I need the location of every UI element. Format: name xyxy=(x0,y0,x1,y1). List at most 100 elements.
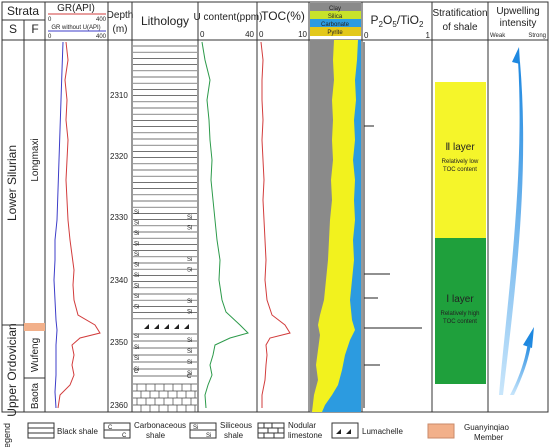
lithology-symbol: Si xyxy=(134,367,139,373)
upper-ordovician-label: Upper Ordovician xyxy=(5,323,19,416)
upwelling-arrow-head-small xyxy=(523,327,534,348)
lithology-symbol: Si xyxy=(187,299,192,305)
lithology-symbol: Si xyxy=(187,226,192,232)
lithology-symbol: Si xyxy=(187,349,192,355)
wufeng-label: Wufeng xyxy=(30,338,41,372)
clay-label: Clay xyxy=(329,6,341,12)
gr-header: GR(API) xyxy=(57,3,95,14)
pyrite-label: Pyrite xyxy=(327,30,343,36)
siliceous-label-1: Siliceous xyxy=(220,421,252,430)
black-shale-swatch xyxy=(27,422,55,439)
siliceous-label-2: shale xyxy=(224,431,244,440)
lithology-symbol: Si xyxy=(187,360,192,366)
lithology-symbol: Si xyxy=(134,284,139,290)
layer-2-block xyxy=(435,82,486,238)
legend-title: Legend xyxy=(2,423,12,447)
layer-1-desc-2: TOC content xyxy=(443,319,477,325)
guanyinqiao-label-1: Guanyinqiao xyxy=(464,423,509,432)
lithology-symbol: Si xyxy=(187,268,192,274)
p-max: 1 xyxy=(426,31,431,40)
lithology-symbol: Si xyxy=(134,305,139,311)
depth-tick: 2350 xyxy=(110,338,128,347)
toc-max: 10 xyxy=(298,30,307,39)
lithology-symbol: Si xyxy=(134,334,139,340)
toc-header: TOC(%) xyxy=(261,9,305,23)
lithology-symbol: C xyxy=(134,369,139,375)
silica-label: Silica xyxy=(328,14,343,20)
depth-tick: 2340 xyxy=(110,276,128,285)
depth-unit: (m) xyxy=(113,24,128,35)
upwelling-header-2: intensity xyxy=(500,18,537,29)
figure-frame xyxy=(1,1,549,413)
gr-wo-max: 400 xyxy=(96,34,107,40)
layer-1-block xyxy=(435,238,486,384)
layer-2-desc-1: Relatively low xyxy=(442,159,479,165)
clay-area xyxy=(310,40,334,412)
upwelling-arrow-head-large xyxy=(512,47,520,64)
upwelling-arrows xyxy=(499,47,534,395)
stratification-header-1: Stratification xyxy=(432,8,487,19)
carbonaceous-shale-swatch: C C xyxy=(103,422,131,439)
guanyinqiao-swatch xyxy=(427,423,455,439)
lithology-legend: Legend Black shale C C Carbonaceous shal… xyxy=(2,421,509,447)
toc-min: 0 xyxy=(259,30,264,39)
u-header: U content(ppm) xyxy=(194,12,263,23)
layer-1-desc-1: Relatively high xyxy=(440,311,479,317)
depth-tick: 2320 xyxy=(110,152,128,161)
layer-2-desc-2: TOC content xyxy=(443,167,477,173)
guanyinqiao-band xyxy=(24,323,45,331)
lumachelle-label: Lumachelle xyxy=(362,427,403,436)
toc-curve xyxy=(260,41,291,408)
lithology-header: Lithology xyxy=(141,14,189,28)
mineral-composition-track xyxy=(310,40,361,412)
lower-silurian-label: Lower Silurian xyxy=(5,145,19,221)
u-content-curve xyxy=(201,41,249,409)
lithology-symbol: Si xyxy=(134,356,139,362)
layer-1-title: Ⅰ layer xyxy=(446,294,474,305)
baota-label: Baota xyxy=(30,382,41,409)
p2o5-tio2-curve xyxy=(363,42,422,408)
lithology-symbol: Si xyxy=(187,338,192,344)
nodular-label-2: limestone xyxy=(288,431,323,440)
gr-max: 400 xyxy=(96,17,107,23)
lithology-symbol: Si xyxy=(134,210,139,216)
p2o5-tio2-header: P2O5/TiO2 xyxy=(371,13,424,29)
upwelling-header-1: Upwelling xyxy=(496,6,539,17)
svg-text:C: C xyxy=(108,425,113,431)
black-shale-label: Black shale xyxy=(57,427,98,436)
strata-header: Strata xyxy=(7,4,39,18)
carbonate-label: Carbonate xyxy=(321,22,350,28)
longmaxi-label: Longmaxi xyxy=(30,138,41,181)
nodular-label-1: Nodular xyxy=(288,421,316,430)
u-min: 0 xyxy=(200,30,205,39)
lithology-column: Si Si Si Si Si Si Si Si Si Si Si Si Si Si Si Si Si Si Si Si… xyxy=(133,45,197,412)
svg-text:Si: Si xyxy=(206,433,211,439)
carbonaceous-label-1: Carbonaceous xyxy=(134,421,186,430)
column-dividers xyxy=(2,2,548,412)
p-min: 0 xyxy=(364,31,369,40)
lithology-symbol: Si xyxy=(187,310,192,316)
svg-text:C: C xyxy=(122,433,127,439)
svg-text:Si: Si xyxy=(193,425,198,431)
gr-min: 0 xyxy=(48,17,52,23)
weak-label: Weak xyxy=(490,33,506,39)
lithology-symbol: Si xyxy=(134,231,139,237)
upwelling-arrow-small xyxy=(510,342,531,395)
lithology-symbol: Si xyxy=(134,221,139,227)
gr-curves xyxy=(53,41,101,409)
formation-header: F xyxy=(31,22,38,36)
lithology-symbol: Si xyxy=(134,273,139,279)
silica-swatch xyxy=(310,11,361,19)
carbonaceous-label-2: shale xyxy=(146,431,166,440)
lithology-symbol: C xyxy=(187,374,192,380)
siliceous-shale-swatch: Si Si xyxy=(189,422,217,439)
lithology-symbol: Si xyxy=(134,263,139,269)
lithology-symbol: Si xyxy=(134,294,139,300)
depth-tick: 2310 xyxy=(110,91,128,100)
layer-2-title: Ⅱ layer xyxy=(445,142,475,153)
lithology-symbol: Si xyxy=(187,215,192,221)
stratification-header-2: of shale xyxy=(442,22,477,33)
lumachelle-swatch xyxy=(331,422,359,439)
lithology-symbol: Si xyxy=(187,257,192,263)
